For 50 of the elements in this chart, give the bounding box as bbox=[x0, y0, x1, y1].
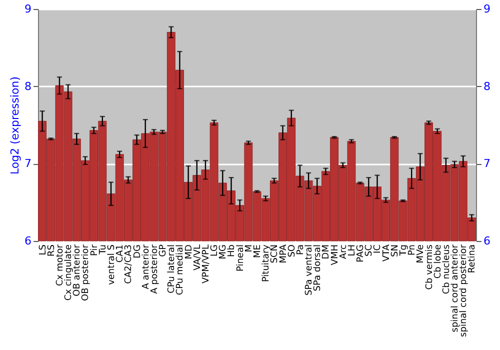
x-tick-label: LS bbox=[38, 244, 48, 256]
x-tick-label: MPA bbox=[278, 244, 289, 264]
x-tick-label: VMH bbox=[330, 244, 340, 266]
x-tick-label: Retina bbox=[468, 244, 478, 274]
x-tick-label: Tg bbox=[399, 244, 409, 257]
x-tick-label: Cb vermis bbox=[424, 244, 435, 290]
x-tick-label: ventral S bbox=[107, 244, 117, 285]
x-tick-label: Pituitary bbox=[262, 244, 272, 282]
x-tick-label: Pa bbox=[296, 244, 306, 256]
x-tick-label: SO bbox=[287, 244, 298, 258]
x-tick-label: MVe bbox=[416, 244, 426, 264]
x-tick-label: Cx motor bbox=[55, 244, 66, 286]
y2-tick-label: 7 bbox=[484, 157, 490, 170]
x-tick-label: OB posterior bbox=[81, 244, 92, 302]
x-tick-label: Tu bbox=[98, 244, 108, 256]
x-tick-label: RS bbox=[46, 244, 57, 256]
x-tick-label: CPu medial bbox=[176, 244, 186, 296]
x-tick-label: A anterior bbox=[141, 244, 152, 290]
x-tick-label: SCN bbox=[270, 244, 280, 264]
y-tick-label: 6 bbox=[24, 234, 32, 248]
y-axis-title: Log2 (expression) bbox=[8, 76, 22, 175]
x-tick-label: IC bbox=[373, 244, 384, 254]
y2-tick-label: 9 bbox=[484, 2, 490, 16]
y-tick-label: 8 bbox=[24, 80, 32, 93]
y2-tick-label: 8 bbox=[484, 80, 490, 93]
y-tick-label: 9 bbox=[24, 2, 32, 16]
x-tick-label: A posterior bbox=[150, 244, 160, 294]
x-tick-label: DM bbox=[322, 244, 332, 260]
x-tick-label: spinal cord posterior bbox=[459, 244, 470, 337]
x-tick-label: VTA bbox=[382, 244, 392, 262]
x-tick-label: M bbox=[244, 244, 254, 252]
x-tick-label: VA/VL bbox=[192, 244, 203, 270]
y2-tick-label: 6 bbox=[484, 234, 490, 248]
x-tick-label: VPM/VPL bbox=[201, 244, 212, 284]
x-tick-label: Pn bbox=[408, 244, 418, 256]
x-tick-label: SN bbox=[390, 244, 400, 257]
x-tick-label: SPa dorsal bbox=[313, 244, 324, 292]
x-tick-label: CA2/CA3 bbox=[124, 244, 134, 284]
x-tick-label: Arc bbox=[338, 244, 349, 260]
x-tick-label: Cb lobe bbox=[433, 244, 444, 279]
x-tick-label: DG bbox=[132, 244, 143, 258]
x-tick-label: MD bbox=[184, 244, 194, 260]
x-tick-label: Pir bbox=[90, 244, 100, 256]
x-tick-label: Hb bbox=[227, 244, 238, 257]
x-tick-label: LH bbox=[347, 244, 358, 256]
x-tick-label: Cb nucleus bbox=[442, 244, 452, 294]
x-tick-label: ME bbox=[253, 244, 263, 258]
y-tick-label: 7 bbox=[24, 157, 32, 170]
x-tick-label: GP bbox=[158, 244, 169, 257]
x-tick-label: Pineal bbox=[236, 244, 246, 272]
